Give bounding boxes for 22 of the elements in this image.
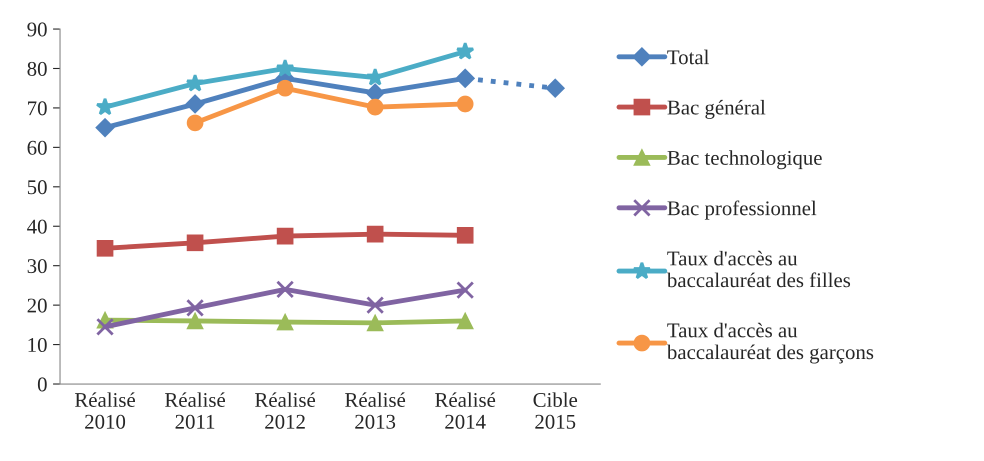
y-tick-label: 90	[27, 22, 47, 36]
legend-label: Total	[667, 50, 709, 64]
legend-label: Taux d'accès au baccalauréat des garçons	[666, 322, 874, 364]
y-tick-label: 50	[28, 180, 47, 194]
y-tick-label: 70	[28, 101, 47, 116]
x-tick-label: Réalisé 2014	[435, 392, 496, 429]
y-tick-label: 30	[28, 259, 47, 274]
legend-label: Bac professionnel	[668, 200, 816, 220]
y-tick-label: 80	[27, 62, 47, 76]
legend-label: Taux d'accès au baccalauréat des filles	[666, 250, 850, 288]
y-tick-label: 20	[28, 298, 47, 313]
legend-label: Bac général	[668, 100, 766, 119]
y-tick-label: 40	[27, 220, 47, 234]
x-tick-label: Cible 2015	[534, 392, 578, 429]
x-tick-label: Réalisé 2010	[74, 392, 135, 429]
legend-label: Bac technologique	[668, 150, 822, 170]
x-tick-label: Réalisé 2013	[345, 392, 406, 429]
y-tick-label: 10	[28, 338, 47, 352]
y-tick-label: 0	[38, 377, 47, 392]
x-tick-label: Réalisé 2011	[165, 392, 226, 429]
x-tick-label: Réalisé 2012	[255, 392, 316, 429]
y-tick-label: 60	[28, 140, 47, 155]
